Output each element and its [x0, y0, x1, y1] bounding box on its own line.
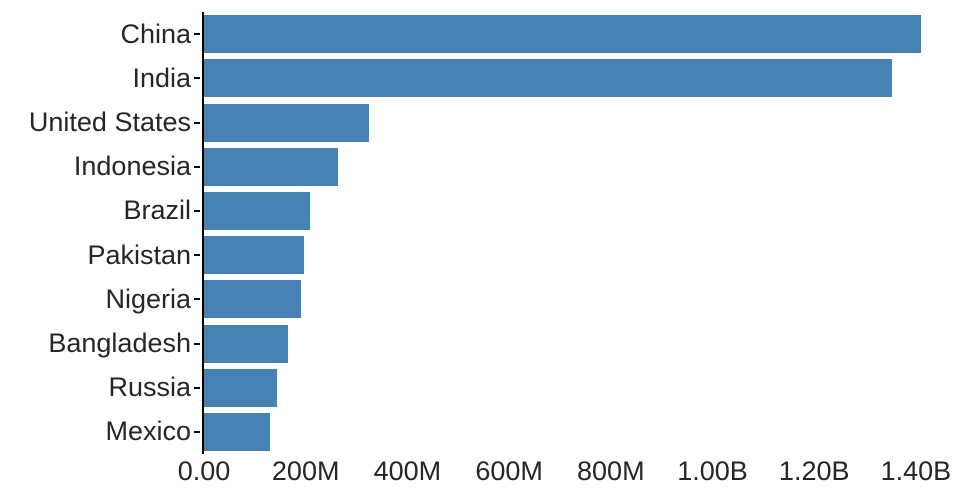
bar-united-states	[204, 103, 370, 142]
bar-russia	[204, 368, 278, 407]
y-tick-mark	[194, 386, 200, 389]
y-tick-mark	[194, 298, 200, 301]
bar-row	[204, 277, 921, 321]
x-tick-label-0.00: 0.00	[177, 456, 231, 486]
bar-row	[204, 12, 921, 56]
y-tick-mark	[194, 254, 200, 257]
category-label-united-states: United States	[28, 107, 191, 137]
y-axis-line	[202, 12, 204, 454]
y-tick-mark	[194, 209, 200, 212]
bar-brazil	[204, 191, 311, 230]
category-label-india: India	[132, 62, 191, 93]
y-tick-mark	[194, 33, 200, 36]
category-label-brazil: Brazil	[123, 195, 191, 226]
category-label-pakistan: Pakistan	[87, 239, 191, 270]
category-label-row: Nigeria	[0, 277, 200, 321]
bar-china	[204, 15, 921, 54]
bar-indonesia	[204, 147, 339, 186]
bar-row	[204, 410, 921, 454]
category-label-mexico: Mexico	[105, 416, 191, 447]
y-tick-mark	[194, 77, 200, 80]
category-label-row: Brazil	[0, 189, 200, 233]
x-axis-tick-labels: 0.00 200M 400M 600M 800M 1.00B 1.20B 1.40B	[178, 456, 951, 498]
bar-nigeria	[204, 280, 302, 319]
category-label-nigeria: Nigeria	[105, 283, 191, 314]
bar-pakistan	[204, 236, 305, 275]
y-tick-mark	[194, 430, 200, 433]
bar-row	[204, 233, 921, 277]
x-tick-label-600m: 600M	[475, 456, 543, 486]
category-label-row: China	[0, 12, 200, 56]
x-tick-label-200m: 200M	[271, 456, 340, 486]
bar-row	[204, 56, 921, 100]
y-tick-mark	[194, 165, 200, 168]
bar-row	[204, 321, 921, 365]
category-label-bangladesh: Bangladesh	[48, 328, 191, 359]
bar-mexico	[204, 412, 270, 451]
category-label-row: Pakistan	[0, 233, 200, 277]
y-axis-category-labels: China India United States Indonesia Brazil Pa…	[0, 12, 200, 454]
category-label-row: Indonesia	[0, 145, 200, 189]
plot-area	[204, 12, 921, 454]
bar-row	[204, 100, 921, 144]
y-tick-mark	[194, 342, 200, 345]
bar-row	[204, 145, 921, 189]
x-tick-label-800m: 800M	[577, 456, 645, 486]
category-label-russia: Russia	[108, 372, 191, 403]
category-label-row: Mexico	[0, 410, 200, 454]
category-label-row: Russia	[0, 366, 200, 410]
category-label-row: United States	[0, 100, 200, 144]
x-tick-label-1.00b: 1.00B	[677, 456, 748, 486]
bar-row	[204, 366, 921, 410]
bar-india	[204, 59, 892, 98]
bar-row	[204, 189, 921, 233]
category-label-row: Bangladesh	[0, 321, 200, 365]
category-label-indonesia: Indonesia	[73, 151, 191, 182]
x-tick-label-1.40b: 1.40B	[880, 456, 952, 486]
bar-bangladesh	[204, 324, 288, 363]
category-label-row: India	[0, 56, 200, 100]
x-tick-label-1.20b: 1.20B	[778, 456, 850, 486]
category-label-china: China	[120, 18, 191, 49]
x-tick-label-400m: 400M	[373, 456, 442, 486]
y-tick-mark	[194, 121, 200, 124]
